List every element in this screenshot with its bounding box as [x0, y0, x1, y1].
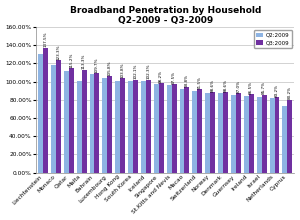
- Bar: [257, 97, 262, 172]
- Bar: [274, 97, 279, 172]
- Bar: [69, 68, 74, 172]
- Bar: [262, 95, 266, 172]
- Text: 91.5%: 91.5%: [198, 76, 202, 89]
- Bar: [90, 74, 94, 172]
- Bar: [193, 91, 197, 172]
- Bar: [154, 84, 159, 172]
- Text: 88.6%: 88.6%: [224, 79, 227, 92]
- Bar: [223, 92, 228, 172]
- Text: 115.2%: 115.2%: [69, 52, 73, 68]
- Bar: [218, 93, 223, 172]
- Bar: [244, 96, 249, 172]
- Bar: [184, 87, 189, 172]
- Bar: [249, 94, 254, 172]
- Bar: [180, 89, 184, 172]
- Bar: [82, 70, 86, 172]
- Bar: [128, 81, 133, 172]
- Text: 109.7%: 109.7%: [95, 57, 99, 73]
- Title: Broadband Penetration by Household
Q2-2009 - Q3-2009: Broadband Penetration by Household Q2-20…: [70, 6, 261, 25]
- Bar: [115, 81, 120, 172]
- Text: 103.8%: 103.8%: [121, 62, 124, 78]
- Bar: [38, 54, 43, 172]
- Text: 113.3%: 113.3%: [82, 54, 86, 69]
- Text: 102.3%: 102.3%: [146, 64, 150, 79]
- Bar: [94, 73, 99, 172]
- Bar: [287, 100, 292, 172]
- Bar: [120, 78, 125, 172]
- Bar: [77, 81, 82, 172]
- Bar: [172, 84, 176, 172]
- Bar: [236, 94, 241, 172]
- Text: 98.2%: 98.2%: [159, 70, 163, 83]
- Bar: [231, 95, 236, 172]
- Text: 80.2%: 80.2%: [288, 86, 292, 99]
- Bar: [141, 81, 146, 172]
- Bar: [56, 61, 61, 172]
- Bar: [64, 71, 69, 172]
- Text: 87.0%: 87.0%: [236, 80, 240, 93]
- Text: 123.3%: 123.3%: [56, 45, 60, 60]
- Text: 83.2%: 83.2%: [275, 84, 279, 97]
- Bar: [270, 99, 274, 172]
- Text: 93.8%: 93.8%: [185, 74, 189, 87]
- Text: 88.6%: 88.6%: [211, 79, 215, 92]
- Text: 102.1%: 102.1%: [134, 64, 137, 79]
- Bar: [51, 65, 56, 172]
- Bar: [103, 78, 107, 172]
- Bar: [133, 80, 138, 172]
- Text: 85.7%: 85.7%: [262, 81, 266, 94]
- Text: 137.5%: 137.5%: [44, 32, 47, 47]
- Bar: [107, 76, 112, 172]
- Legend: Q2:2009, Q3:2009: Q2:2009, Q3:2009: [254, 30, 292, 48]
- Bar: [210, 92, 215, 172]
- Text: 105.8%: 105.8%: [108, 61, 112, 76]
- Bar: [283, 106, 287, 172]
- Bar: [159, 83, 164, 172]
- Bar: [205, 94, 210, 172]
- Bar: [146, 80, 151, 172]
- Bar: [43, 48, 48, 172]
- Text: 86.5%: 86.5%: [249, 81, 253, 94]
- Bar: [167, 85, 172, 172]
- Bar: [197, 89, 202, 172]
- Text: 97.5%: 97.5%: [172, 71, 176, 84]
